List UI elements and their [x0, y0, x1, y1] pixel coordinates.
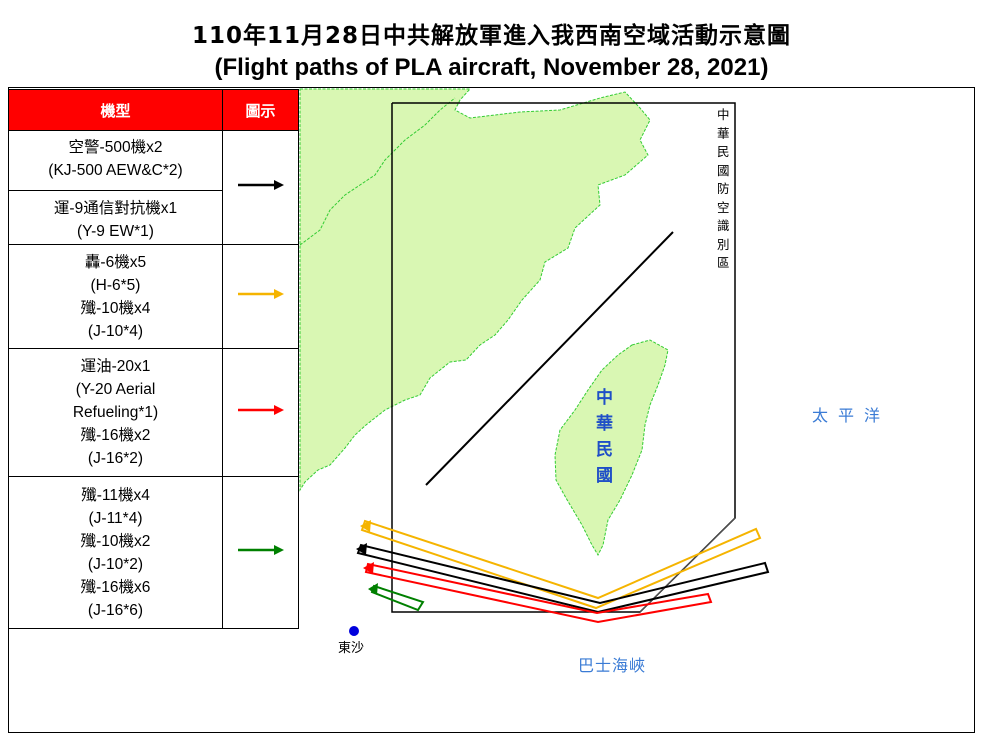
- flight-path-green-arrowhead: [368, 583, 378, 595]
- flight-path-red: [364, 562, 713, 624]
- legend-header-row: 機型 圖示: [8, 89, 299, 131]
- legend-text: 運-9通信對抗機x1: [53, 200, 178, 217]
- legend-text: 殲-16機x6: [80, 578, 151, 596]
- legend-text: (J-16*2): [87, 450, 144, 467]
- legend-arrow-cell-green: [222, 476, 299, 629]
- adiz-label: 中華民國防空識別區: [717, 107, 730, 270]
- legend-text: (J-10*4): [87, 322, 144, 340]
- legend-arrow-cell-black: [222, 130, 299, 245]
- legend-text: (J-16*6): [87, 601, 144, 619]
- taiwan-label: 中華民國: [596, 388, 613, 486]
- arrow-icon-green: [237, 545, 284, 555]
- flight-path-green: [370, 584, 425, 612]
- legend-text: (J-10*2): [87, 555, 144, 573]
- legend-arrow-cell-red: [222, 348, 299, 477]
- legend-text: Refueling*1): [72, 404, 159, 421]
- legend-header-type: 機型: [8, 89, 223, 131]
- legend-header-icon: 圖示: [222, 89, 299, 131]
- legend-row-red: 運油-20x1 (Y-20 Aerial Refueling*1) 殲-16機x…: [8, 348, 299, 477]
- legend-text: 殲-10機x4: [80, 299, 151, 317]
- province-border: [299, 97, 456, 246]
- flight-path-yellow-arrowhead: [360, 520, 371, 532]
- legend-table: 機型 圖示 空警-500機x2 (KJ-500 AEW&C*2) 運-9通信對抗…: [8, 89, 299, 629]
- page-title-en: (Flight paths of PLA aircraft, November …: [214, 54, 769, 81]
- flight-path-yellow: [360, 519, 762, 610]
- legend-row-black: 空警-500機x2 (KJ-500 AEW&C*2) 運-9通信對抗機x1 (Y…: [8, 130, 299, 245]
- page-title-zh: 110年11月28日中共解放軍進入我西南空域活動示意圖: [191, 23, 792, 49]
- legend-text: 運油-20x1: [80, 358, 151, 375]
- legend-aircraft-yellow: 轟-6機x5 (H-6*5) 殲-10機x4 (J-10*4): [8, 244, 223, 349]
- legend-text: 轟-6機x5: [84, 253, 147, 271]
- legend-text: (KJ-500 AEW&C*2): [9, 159, 222, 191]
- mainland-china-land: [299, 88, 651, 492]
- legend-text: (J-11*4): [88, 509, 143, 527]
- taiwan-island: [554, 339, 669, 557]
- legend-row-green: 殲-11機x4 (J-11*4) 殲-10機x2 (J-10*2) 殲-16機x…: [8, 476, 299, 629]
- dongsha-marker: [349, 626, 359, 636]
- legend-aircraft-green: 殲-11機x4 (J-11*4) 殲-10機x2 (J-10*2) 殲-16機x…: [8, 476, 223, 629]
- arrow-icon-red: [237, 405, 284, 415]
- adiz-connector-line: [639, 517, 736, 613]
- legend-text: (H-6*5): [90, 276, 141, 294]
- legend-text: (Y-9 EW*1): [77, 223, 154, 240]
- legend-aircraft-black: 空警-500機x2 (KJ-500 AEW&C*2) 運-9通信對抗機x1 (Y…: [8, 130, 223, 245]
- median-line: [425, 231, 674, 486]
- legend-arrow-cell-yellow: [222, 244, 299, 349]
- dongsha-label: 東沙: [338, 641, 365, 656]
- legend-text: 殲-16機x2: [80, 427, 151, 444]
- arrow-icon-yellow: [237, 289, 284, 299]
- legend-text: 空警-500機x2: [68, 139, 163, 156]
- flight-path-black-arrowhead: [356, 543, 367, 555]
- arrow-icon-black: [237, 180, 284, 190]
- bashi-channel-label: 巴士海峽: [578, 656, 647, 675]
- legend-row-yellow: 轟-6機x5 (H-6*5) 殲-10機x4 (J-10*4): [8, 244, 299, 349]
- legend-text: 殲-11機x4: [81, 486, 150, 504]
- pacific-ocean-label: 太平洋: [812, 406, 891, 425]
- legend-aircraft-red: 運油-20x1 (Y-20 Aerial Refueling*1) 殲-16機x…: [8, 348, 223, 477]
- title-bar: 110年11月28日中共解放軍進入我西南空域活動示意圖 (Flight path…: [8, 8, 975, 88]
- legend-text: 殲-10機x2: [80, 532, 151, 550]
- flight-path-red-arrowhead: [363, 562, 374, 574]
- legend-text: (Y-20 Aerial: [75, 381, 156, 398]
